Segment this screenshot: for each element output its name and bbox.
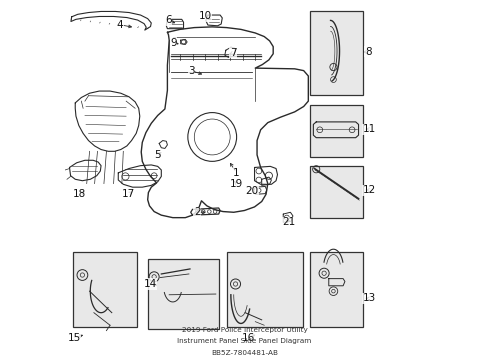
Bar bbox=[147, 259, 219, 329]
Text: 21: 21 bbox=[282, 217, 295, 227]
Text: 17: 17 bbox=[121, 189, 134, 199]
Text: 5: 5 bbox=[154, 150, 161, 160]
Text: 11: 11 bbox=[362, 124, 375, 134]
Text: 16: 16 bbox=[242, 333, 255, 343]
Bar bbox=[309, 252, 362, 327]
Text: 8: 8 bbox=[364, 47, 371, 57]
Bar bbox=[227, 252, 302, 327]
Text: 3: 3 bbox=[188, 66, 194, 76]
Text: 13: 13 bbox=[362, 293, 375, 303]
Text: Instrument Panel Side Panel Diagram: Instrument Panel Side Panel Diagram bbox=[177, 338, 311, 344]
Text: 2: 2 bbox=[193, 207, 200, 217]
Text: 12: 12 bbox=[362, 185, 375, 195]
Text: 10: 10 bbox=[198, 11, 211, 21]
Bar bbox=[309, 105, 362, 157]
Text: 9: 9 bbox=[170, 38, 177, 48]
Text: 15: 15 bbox=[67, 333, 81, 343]
Bar bbox=[309, 12, 362, 95]
Text: 2019 Ford Police Interceptor Utility: 2019 Ford Police Interceptor Utility bbox=[181, 327, 307, 333]
Bar bbox=[309, 166, 362, 218]
Text: 1: 1 bbox=[233, 168, 240, 178]
Text: 19: 19 bbox=[229, 179, 243, 189]
Text: 18: 18 bbox=[73, 189, 86, 199]
Text: 20: 20 bbox=[244, 186, 258, 196]
Text: BB5Z-7804481-AB: BB5Z-7804481-AB bbox=[210, 350, 278, 356]
Bar bbox=[73, 252, 137, 327]
Text: 14: 14 bbox=[143, 279, 157, 289]
Text: 6: 6 bbox=[164, 15, 171, 26]
Text: 4: 4 bbox=[116, 20, 123, 30]
Text: 7: 7 bbox=[229, 48, 236, 58]
